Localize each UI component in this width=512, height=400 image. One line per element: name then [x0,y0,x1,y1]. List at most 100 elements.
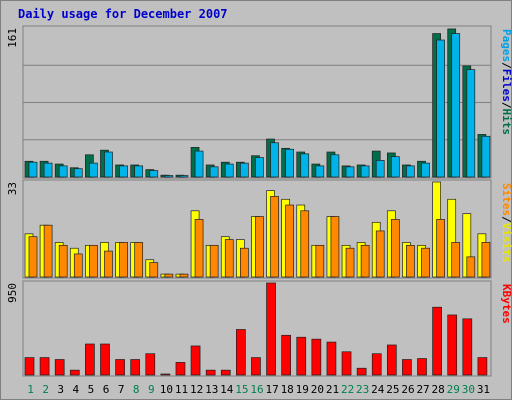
bar-sites-10 [164,273,174,278]
bar-sites-31 [481,242,491,278]
legend-entry: Visits [500,223,512,263]
bar-files-22 [345,166,355,178]
y-max-label: 33 [6,182,19,195]
bar-kbytes-29 [447,314,458,376]
bar-sites-30 [466,256,476,278]
bar-kbytes-31 [477,357,488,376]
x-tick-label: 10 [160,383,173,396]
bar-kbytes-20 [311,338,322,376]
bar-files-24 [375,159,385,178]
bar-files-7 [119,165,128,178]
bar-sites-29 [451,242,461,278]
bar-sites-3 [58,244,68,278]
bar-sites-7 [119,242,128,278]
bar-files-5 [89,162,98,178]
bar-files-8 [134,165,144,178]
x-tick-label: 15 [235,383,248,396]
x-tick-label: 11 [175,383,188,396]
bar-kbytes-27 [417,358,427,376]
bar-sites-12 [194,219,204,278]
legend-entry: Hits [500,109,512,136]
x-tick-label: 5 [88,383,95,396]
x-tick-label: 14 [220,383,234,396]
bar-kbytes-1 [24,357,35,376]
bar-files-13 [209,166,219,178]
bar-sites-16 [255,216,264,278]
bar-files-16 [255,157,264,178]
x-tick-label: 25 [386,383,399,396]
bar-sites-9 [149,262,159,278]
bar-kbytes-18 [281,334,291,376]
bar-files-4 [73,168,83,178]
bar-sites-18 [285,204,294,278]
bar-files-21 [330,154,340,178]
bar-kbytes-17 [266,282,276,376]
x-tick-label: 27 [416,383,429,396]
bar-kbytes-7 [115,359,125,376]
x-tick-label: 12 [190,383,203,396]
bar-kbytes-25 [386,344,397,376]
bar-kbytes-9 [145,353,156,376]
bar-kbytes-13 [205,369,216,376]
x-tick-label: 21 [326,383,339,396]
bar-files-30 [466,69,476,178]
bar-sites-25 [390,219,400,278]
legend-hits-files-pages: Pages/Files/Hits [500,29,512,135]
bar-files-20 [315,165,325,178]
bar-files-1 [28,161,38,178]
bar-sites-28 [436,219,445,278]
x-tick-label: 24 [371,383,385,396]
bar-sites-4 [73,253,83,278]
legend-entry: / [500,216,512,223]
bar-sites-13 [209,244,219,278]
bar-kbytes-14 [220,369,231,376]
x-tick-label: 26 [401,383,414,396]
x-tick-label: 22 [341,383,354,396]
bar-sites-14 [224,239,234,278]
x-tick-label: 23 [356,383,369,396]
bar-files-2 [43,162,53,178]
x-tick-label: 3 [57,383,64,396]
legend-entry: Pages [500,29,512,62]
bar-sites-27 [421,247,430,278]
x-tick-label: 1 [27,383,34,396]
bar-sites-21 [330,216,340,278]
bar-files-17 [270,142,279,178]
bar-kbytes-19 [296,336,307,376]
x-tick-label: 16 [250,383,263,396]
bar-sites-11 [179,273,189,278]
bar-sites-5 [89,244,98,278]
bar-kbytes-15 [236,329,246,376]
bar-files-27 [421,162,430,178]
bar-sites-20 [315,244,325,278]
bar-kbytes-10 [160,373,171,376]
bar-kbytes-8 [130,359,141,376]
x-tick-label: 17 [265,383,278,396]
legend-entry: / [500,102,512,109]
bar-kbytes-24 [371,353,382,376]
bar-sites-19 [300,210,310,278]
x-tick-label: 18 [281,383,294,396]
y-max-label: 950 [6,283,19,303]
bar-files-18 [285,148,294,178]
bar-kbytes-26 [402,359,412,376]
bar-kbytes-12 [190,345,201,376]
bar-kbytes-2 [39,357,50,376]
legend-visits-sites: Sites/Visits [500,183,512,263]
bar-files-31 [481,135,491,178]
x-tick-label: 4 [73,383,80,396]
legend-kbytes: KBytes [500,284,512,324]
bar-sites-2 [43,224,53,278]
x-tick-label: 31 [477,383,490,396]
x-tick-label: 29 [447,383,460,396]
chart-title: Daily usage for December 2007 [18,7,228,21]
bar-kbytes-6 [100,343,110,376]
bar-files-14 [224,163,234,178]
bar-kbytes-11 [175,362,186,376]
bar-sites-8 [134,242,144,278]
legend-entry: / [500,62,512,69]
x-tick-label: 20 [311,383,324,396]
bar-sites-15 [240,247,249,278]
x-tick-label: 6 [103,383,110,396]
bar-sites-1 [28,236,38,278]
